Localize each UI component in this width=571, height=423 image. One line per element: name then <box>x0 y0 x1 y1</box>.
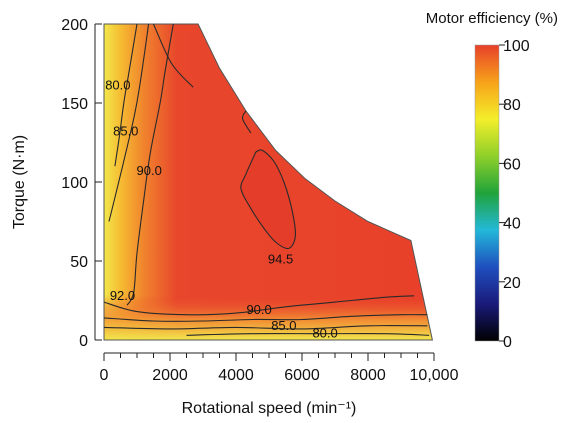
colorbar-title: Motor efficiency (%) <box>426 10 558 27</box>
contour-label: 94.5 <box>268 251 293 266</box>
contour-label: 80.0 <box>312 326 337 341</box>
contour-line <box>103 295 415 316</box>
x-tick-label: 4000 <box>218 367 254 384</box>
contour-line <box>108 23 150 222</box>
colorbar: Motor efficiency (%) 0 20 40 60 80 100 <box>426 10 558 351</box>
colorbar-tick-label: 100 <box>503 38 530 55</box>
contour-line <box>114 23 138 167</box>
contour-line <box>103 325 428 330</box>
contour-label: 85.0 <box>113 123 138 138</box>
operating-envelope <box>103 23 434 341</box>
colorbar-tick-label: 40 <box>503 216 521 233</box>
y-axis: 0 50 100 150 200 <box>61 17 102 350</box>
contour-label: 90.0 <box>246 302 271 317</box>
y-tick-label: 50 <box>70 254 88 271</box>
contour-line <box>103 314 428 322</box>
y-tick-label: 200 <box>61 17 88 34</box>
y-tick-label: 150 <box>61 96 88 113</box>
contour-line <box>152 23 194 88</box>
y-tick-label: 0 <box>79 333 88 350</box>
y-axis-title: Torque (N·m) <box>11 135 28 229</box>
contour-line <box>240 149 297 250</box>
colorbar-tick-label: 0 <box>503 334 512 351</box>
contour-line <box>126 23 174 306</box>
x-axis: 0 2000 4000 6000 8000 10,000 <box>100 352 459 384</box>
contour-lines <box>103 23 430 336</box>
x-tick-label: 8000 <box>350 367 386 384</box>
x-axis-title: Rotational speed (min⁻¹) <box>182 400 357 417</box>
contour-line <box>241 110 252 134</box>
contour-label: 92.0 <box>110 288 135 303</box>
contour-labels: 80.085.090.094.592.090.085.080.0 <box>105 78 338 341</box>
x-tick-label: 6000 <box>284 367 320 384</box>
colorbar-tick-label: 60 <box>503 156 521 173</box>
contour-label: 80.0 <box>105 78 130 93</box>
plot-area: 80.085.090.094.592.090.085.080.0 <box>103 23 434 341</box>
contour-label: 85.0 <box>271 318 296 333</box>
contour-label: 90.0 <box>137 163 162 178</box>
x-tick-label: 0 <box>100 367 109 384</box>
contour-line <box>186 333 430 336</box>
efficiency-region-94-5 <box>240 150 296 249</box>
low-torque-band <box>104 295 433 340</box>
x-tick-label: 10,000 <box>410 367 459 384</box>
colorbar-gradient <box>474 44 500 342</box>
colorbar-tick-label: 20 <box>503 275 521 292</box>
colorbar-tick-label: 80 <box>503 97 521 114</box>
x-tick-label: 2000 <box>152 367 188 384</box>
y-tick-label: 100 <box>61 175 88 192</box>
